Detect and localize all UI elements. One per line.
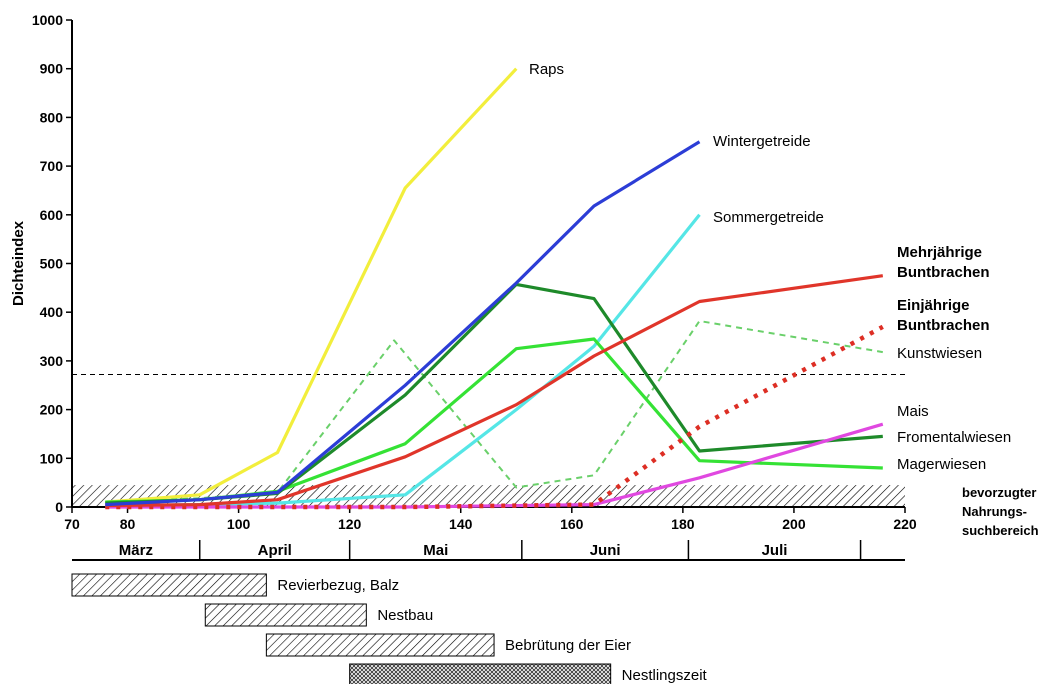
month-label-mai: Mai xyxy=(423,542,448,559)
y-tick-label: 100 xyxy=(40,450,64,466)
preferred-zone-label: bevorzugter xyxy=(962,485,1036,500)
series-line-einjahrige-buntbrachen xyxy=(105,324,884,510)
phase-bar-nestbau xyxy=(204,603,367,627)
series-line-kunstwiesen xyxy=(105,320,883,504)
phase-label-bebrutung-der-eier: Bebrütung der Eier xyxy=(505,637,631,654)
series-line-fromentalwiesen xyxy=(105,282,883,505)
y-tick-label: 500 xyxy=(40,256,64,272)
month-label-juli: Juli xyxy=(762,542,788,559)
phase-label-nestlingszeit: Nestlingszeit xyxy=(622,667,708,684)
month-label-april: April xyxy=(258,542,292,559)
series-line-wintergetreide xyxy=(105,140,701,507)
x-tick-label: 180 xyxy=(671,516,695,532)
preferred-zone-label: Nahrungs- xyxy=(962,504,1027,519)
series-label-einjahrige-buntbrachen: Buntbrachen xyxy=(897,317,990,334)
phase-bar-bebrutung-der-eier xyxy=(265,633,495,657)
x-tick-label: 120 xyxy=(338,516,362,532)
y-tick-label: 1000 xyxy=(32,12,63,28)
x-tick-label: 80 xyxy=(120,516,136,532)
series-label-mehrjahrige-buntbrachen: Mehrjährige xyxy=(897,244,982,261)
series-label-mehrjahrige-buntbrachen: Buntbrachen xyxy=(897,264,990,281)
series-label-mais: Mais xyxy=(897,403,929,420)
series-label-kunstwiesen: Kunstwiesen xyxy=(897,345,982,362)
series-line-raps xyxy=(105,67,518,504)
phase-bar-revierbezug-balz xyxy=(71,573,267,597)
y-tick-label: 200 xyxy=(40,402,64,418)
phase-label-revierbezug-balz: Revierbezug, Balz xyxy=(277,577,399,594)
y-tick-label: 600 xyxy=(40,207,64,223)
y-tick-label: 400 xyxy=(40,304,64,320)
x-tick-label: 70 xyxy=(64,516,80,532)
series-label-einjahrige-buntbrachen: Einjährige xyxy=(897,297,970,314)
series-label-wintergetreide: Wintergetreide xyxy=(713,133,811,150)
y-tick-label: 800 xyxy=(40,109,64,125)
phase-bar-nestlingszeit xyxy=(349,663,612,684)
preferred-zone-label: suchbereich xyxy=(962,523,1039,538)
series-line-magerwiesen xyxy=(105,337,883,504)
x-tick-label: 160 xyxy=(560,516,584,532)
y-tick-label: 900 xyxy=(40,61,64,77)
y-tick-label: 0 xyxy=(55,499,63,515)
series-label-fromentalwiesen: Fromentalwiesen xyxy=(897,429,1011,446)
y-tick-label: 700 xyxy=(40,158,64,174)
series-label-magerwiesen: Magerwiesen xyxy=(897,456,986,473)
series-label-sommergetreide: Sommergetreide xyxy=(713,209,824,226)
y-tick-label: 300 xyxy=(40,353,64,369)
month-label-juni: Juni xyxy=(590,542,621,559)
month-label-marz: März xyxy=(119,542,153,559)
phase-label-nestbau: Nestbau xyxy=(377,607,433,624)
series-line-mehrjahrige-buntbrachen xyxy=(105,274,884,508)
x-tick-label: 100 xyxy=(227,516,251,532)
x-tick-label: 140 xyxy=(449,516,473,532)
series-label-raps: Raps xyxy=(529,61,564,78)
y-axis-label: Dichteindex xyxy=(10,220,27,306)
x-tick-label: 200 xyxy=(782,516,806,532)
x-tick-label: 220 xyxy=(893,516,917,532)
